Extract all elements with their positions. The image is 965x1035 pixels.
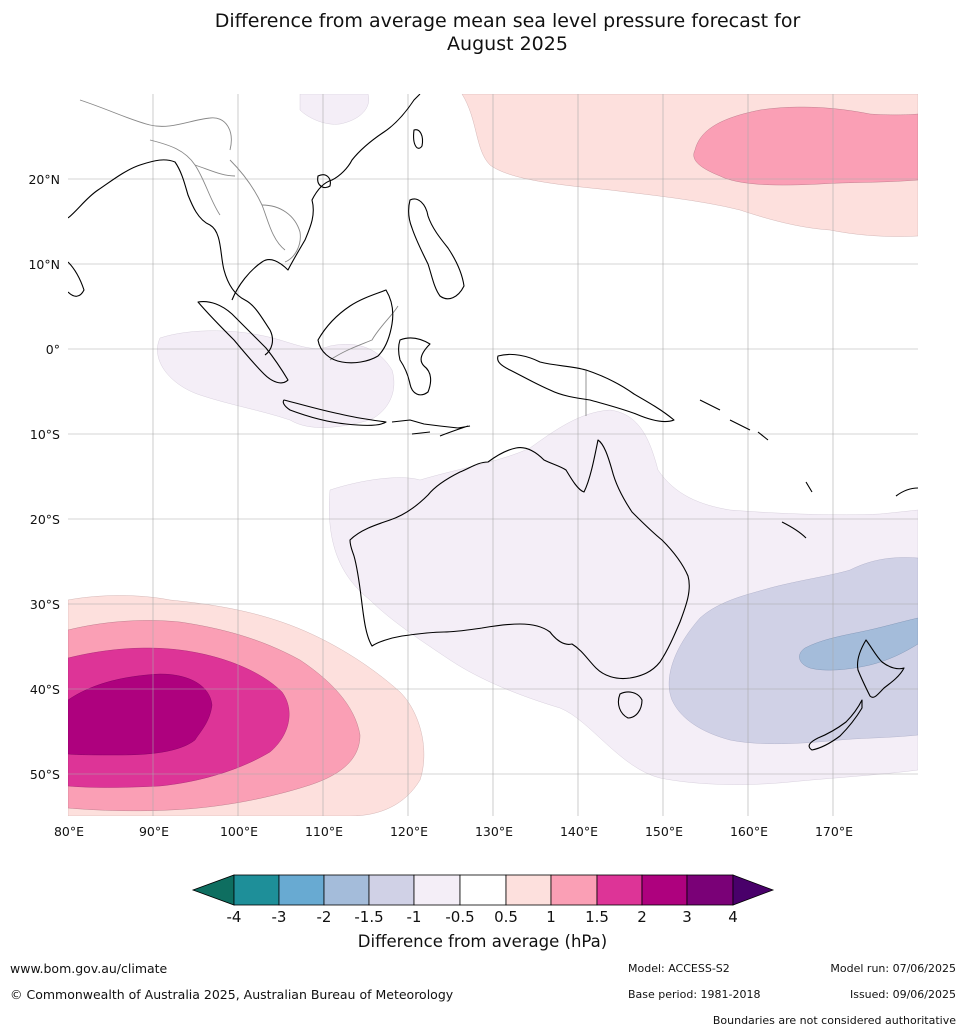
colorbar-seg-2: [278, 874, 325, 906]
asia-coast: [68, 94, 421, 356]
colorbar-tick-label: 2: [637, 908, 647, 926]
issued-text: Issued: 09/06/2025: [849, 988, 956, 1001]
colorbar-tick-label: -0.5: [445, 908, 474, 926]
site-link[interactable]: www.bom.gov.au/climate: [10, 961, 168, 976]
colorbar-seg-4: [368, 874, 415, 906]
lat-label-50s: 50°S: [30, 767, 60, 782]
anomaly-fills: [68, 94, 918, 816]
colorbar-tick-label: 4: [728, 908, 738, 926]
lon-label-160e: 160°E: [730, 824, 768, 839]
tasmania-coast: [617, 691, 643, 719]
colorbar-seg-11: [686, 874, 734, 906]
graticule: [68, 94, 918, 816]
colorbar-tick-label: -1.5: [354, 908, 383, 926]
colorbar-seg-5: [413, 874, 461, 906]
lon-label-120e: 120°E: [390, 824, 428, 839]
colorbar-tick-label: -2: [317, 908, 332, 926]
colorbar-seg-6: [459, 874, 507, 906]
colorbar-tick-label: 1: [546, 908, 556, 926]
colorbar-seg-8: [550, 874, 598, 906]
colorbar-extend-low: [191, 874, 235, 906]
lat-label-10s: 10°S: [30, 427, 60, 442]
sulawesi-coast: [397, 337, 432, 396]
anomaly-pos-2-southwest: [68, 673, 213, 756]
colorbar-seg-9: [596, 874, 643, 906]
colorbar-seg-3: [323, 874, 370, 906]
australia-coast: [349, 439, 690, 680]
lon-label-80e: 80°E: [54, 824, 84, 839]
colorbar-seg-7: [505, 874, 552, 906]
map-title-line1: Difference from average mean sea level p…: [214, 10, 801, 32]
colorbar-extend-high: [732, 874, 775, 906]
model-run-text: Model run: 07/06/2025: [830, 962, 956, 975]
pacific-islands: [699, 399, 918, 539]
colorbar-seg-10: [641, 874, 688, 906]
colorbar: -4 -3 -2 -1.5 -1 -0.5 0.5 1 1.5 2 3 4: [191, 874, 775, 926]
lat-label-40s: 40°S: [30, 682, 60, 697]
anomaly-pos-1-northeast: [693, 106, 918, 186]
base-period-text: Base period: 1981-2018: [628, 988, 761, 1001]
new-zealand-coast: [808, 639, 905, 751]
new-guinea-coast: [497, 353, 675, 423]
edge-coast-west: [68, 261, 85, 297]
lon-label-100e: 100°E: [220, 824, 258, 839]
map-panel: [68, 94, 918, 816]
colorbar-tick-label: 1.5: [585, 908, 609, 926]
disclaimer-text: Boundaries are not considered authoritat…: [712, 1014, 956, 1027]
model-text: Model: ACCESS-S2: [628, 962, 730, 975]
colorbar-tick-label: -3: [272, 908, 287, 926]
map-title: Difference from average mean sea level p…: [0, 10, 965, 56]
anomaly-neg-1p5-nz: [799, 617, 918, 671]
country-borders: [79, 99, 587, 416]
colorbar-tick-label: -4: [227, 908, 242, 926]
anomaly-neg-0p5-tropics: [157, 330, 395, 428]
longitude-labels: 80°E 90°E 100°E 110°E 120°E 130°E 140°E …: [54, 824, 853, 839]
sunda-islands: [391, 419, 471, 437]
colorbar-tick-label: -1: [407, 908, 422, 926]
lat-label-10n: 10°N: [28, 257, 60, 272]
copyright-text: © Commonwealth of Australia 2025, Austra…: [10, 987, 454, 1002]
lat-label-30s: 30°S: [30, 597, 60, 612]
lon-label-140e: 140°E: [560, 824, 598, 839]
philippines-coast: [408, 198, 465, 300]
lat-label-20n: 20°N: [28, 172, 60, 187]
taiwan-coast: [413, 129, 424, 149]
lat-label-20s: 20°S: [30, 512, 60, 527]
lon-label-130e: 130°E: [475, 824, 513, 839]
lon-label-110e: 110°E: [305, 824, 343, 839]
lon-label-170e: 170°E: [815, 824, 853, 839]
map-title-line2: August 2025: [447, 33, 568, 55]
lat-label-equator: 0°: [46, 342, 60, 357]
coastlines: [68, 94, 918, 751]
colorbar-title: Difference from average (hPa): [357, 932, 608, 951]
latitude-labels: 20°N 10°N 0° 10°S 20°S 30°S 40°S 50°S: [28, 172, 60, 782]
java-coast: [282, 399, 387, 426]
lon-label-90e: 90°E: [139, 824, 169, 839]
colorbar-tick-label: 3: [682, 908, 692, 926]
colorbar-tick-label: 0.5: [494, 908, 518, 926]
sumatra-coast: [197, 301, 289, 384]
anomaly-neg-0p5-north: [299, 94, 369, 125]
borneo-coast: [317, 289, 394, 364]
lon-label-150e: 150°E: [645, 824, 683, 839]
colorbar-seg-1: [233, 874, 280, 906]
hainan-coast: [317, 174, 331, 189]
